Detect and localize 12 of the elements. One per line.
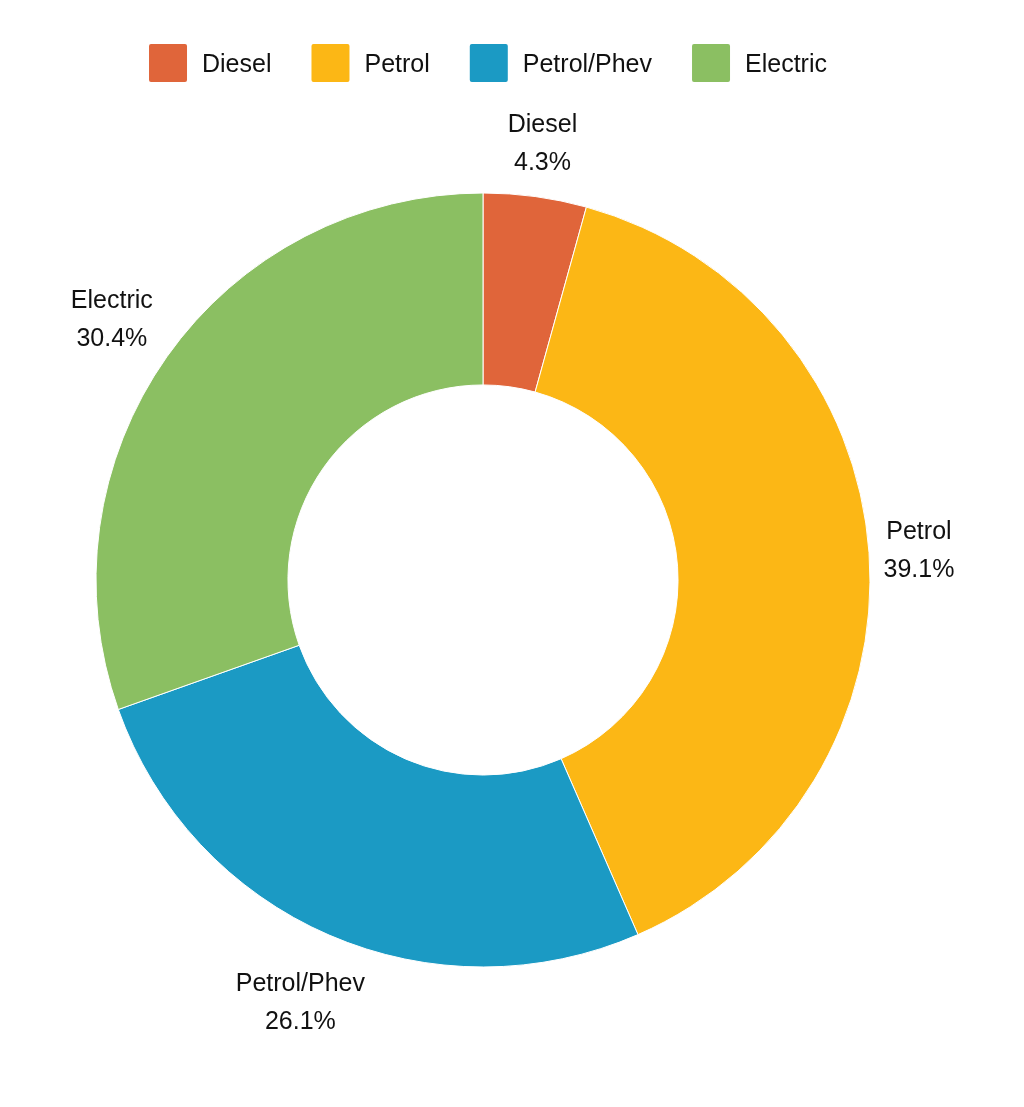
legend-label: Petrol/Phev [522,48,653,77]
slice-label: Electric [70,284,153,313]
legend-label: Petrol [364,48,430,77]
data-label: 30.4% [76,322,148,351]
data-label: 4.3% [514,147,571,176]
slice-label: Diesel [507,109,578,138]
slice-label: Petrol [886,515,952,544]
data-label: 26.1% [264,1006,336,1035]
data-label: 39.1% [883,553,955,582]
legend-label: Electric [745,48,827,77]
slice-label: Petrol/Phev [235,968,366,997]
legend-label: Diesel [202,48,272,77]
